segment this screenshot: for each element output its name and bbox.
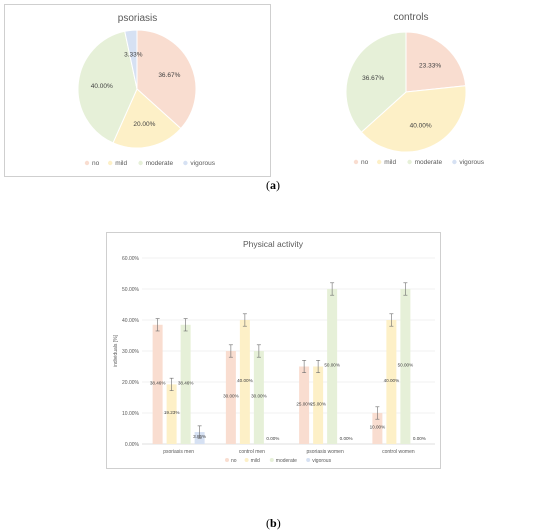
bar-value-label: 50.00% xyxy=(324,363,340,368)
bar-no xyxy=(372,413,383,444)
y-tick-label: 60.00% xyxy=(122,256,140,262)
psoriasis-pie-svg: psoriasis 36.67% 20.00% 40.00% 3.33% no mild mo… xyxy=(77,13,216,167)
pie-slice-vigorous xyxy=(124,29,138,90)
legend-marker-no xyxy=(353,159,359,165)
pie-slice-moderate xyxy=(345,31,407,133)
bar-value-label: 10.00% xyxy=(370,425,386,430)
pie-value-label: 40.00% xyxy=(91,83,113,90)
legend-marker-vigorous xyxy=(306,458,311,462)
x-category-label: psoriasis men xyxy=(163,449,194,455)
legend-label-no: no xyxy=(361,159,369,166)
bar-mild xyxy=(313,366,324,444)
y-tick-label: 10.00% xyxy=(122,411,140,417)
legend-marker-moderate xyxy=(138,160,143,166)
pie-title: controls xyxy=(393,12,428,23)
pie-value-label: 23.33% xyxy=(419,63,441,70)
legend-marker-no xyxy=(225,458,229,462)
bar-moderate xyxy=(400,289,411,444)
bar-no xyxy=(225,351,236,444)
pie-value-label: 40.00% xyxy=(410,122,432,129)
bar-mild xyxy=(386,320,397,444)
bar-value-label: 25.00% xyxy=(310,401,326,406)
legend-label-mild: mild xyxy=(251,458,260,464)
y-tick-label: 0.00% xyxy=(125,442,140,448)
pie-slice-no xyxy=(136,29,197,130)
bar-value-label: 50.00% xyxy=(398,363,414,368)
controls-pie-svg: controls 23.33% 40.00% 36.67% no mild moderate… xyxy=(345,12,485,166)
legend-label-vigorous: vigorous xyxy=(459,159,484,166)
bar-no xyxy=(299,366,310,444)
bar-moderate xyxy=(180,324,191,444)
physical-activity-bar-svg: Physical activity 0.00% 10.00% 20.00% 30.00%… xyxy=(113,239,435,464)
legend-label-vigorous: vigorous xyxy=(190,160,215,167)
bar-value-label: 19.23% xyxy=(164,410,180,415)
legend-label-mild: mild xyxy=(384,159,396,166)
legend-marker-mild xyxy=(244,458,249,462)
bar-no xyxy=(152,324,163,444)
bar-value-label: 30.00% xyxy=(223,394,239,399)
y-tick-label: 50.00% xyxy=(122,287,140,293)
pie-value-label: 36.67% xyxy=(362,75,384,82)
bar-value-label: 30.00% xyxy=(251,394,267,399)
bar-moderate xyxy=(327,289,338,444)
legend-marker-vigorous xyxy=(452,159,457,165)
pie-value-label: 36.67% xyxy=(158,72,180,79)
y-axis-label: individuals [%] xyxy=(113,334,119,367)
pie-value-label: 3.33% xyxy=(124,51,143,58)
psoriasis-pie-chart: psoriasis 36.67% 20.00% 40.00% 3.33% no mild mo… xyxy=(4,4,271,177)
legend-marker-mild xyxy=(108,160,113,166)
bar-value-label: 40.00% xyxy=(237,378,253,383)
bar-value-label: 40.00% xyxy=(384,378,400,383)
legend-marker-mild xyxy=(377,159,382,165)
pie-slice-mild xyxy=(112,88,182,149)
y-tick-label: 20.00% xyxy=(122,380,140,386)
controls-pie-chart: controls 23.33% 40.00% 36.67% no mild moderate… xyxy=(278,4,544,175)
y-tick-label: 30.00% xyxy=(122,349,140,355)
legend-label-moderate: moderate xyxy=(146,160,174,167)
bar-mild xyxy=(239,320,250,444)
legend-label-no: no xyxy=(92,160,100,167)
legend-marker-vigorous xyxy=(183,160,188,166)
legend-label-mild: mild xyxy=(115,160,127,167)
pie-value-label: 20.00% xyxy=(133,121,155,128)
x-category-label: control women xyxy=(382,449,415,455)
x-category-label: psoriasis women xyxy=(307,449,344,455)
bar-chart-title: Physical activity xyxy=(243,239,304,249)
bar-value-label: 25.00% xyxy=(296,401,312,406)
pie-slice-mild xyxy=(360,85,467,153)
bar-value-label: 0.00% xyxy=(266,436,279,441)
bar-mild xyxy=(166,384,177,444)
physical-activity-bar-chart: Physical activity 0.00% 10.00% 20.00% 30.00%… xyxy=(106,232,441,469)
pie-slice-moderate xyxy=(77,30,138,144)
legend-marker-no xyxy=(84,160,90,166)
pie-title: psoriasis xyxy=(118,13,157,24)
x-category-label: control men xyxy=(239,449,265,455)
legend-label-vigorous: vigorous xyxy=(312,458,331,464)
legend-label-moderate: moderate xyxy=(415,159,443,166)
legend-marker-moderate xyxy=(269,458,274,462)
bar-value-label: 0.00% xyxy=(413,436,426,441)
y-tick-label: 40.00% xyxy=(122,318,140,324)
bar-value-label: 38.46% xyxy=(178,380,194,385)
caption-a: (a) xyxy=(266,178,280,192)
bar-value-label: 0.00% xyxy=(340,436,353,441)
bar-value-label: 38.46% xyxy=(150,380,166,385)
legend-label-no: no xyxy=(231,458,237,464)
legend-marker-moderate xyxy=(407,159,412,165)
legend-label-moderate: moderate xyxy=(276,458,297,464)
bar-value-label: 3.85% xyxy=(193,434,206,439)
caption-b: (b) xyxy=(266,516,281,530)
bar-moderate xyxy=(253,351,264,444)
pie-slice-no xyxy=(405,31,467,93)
